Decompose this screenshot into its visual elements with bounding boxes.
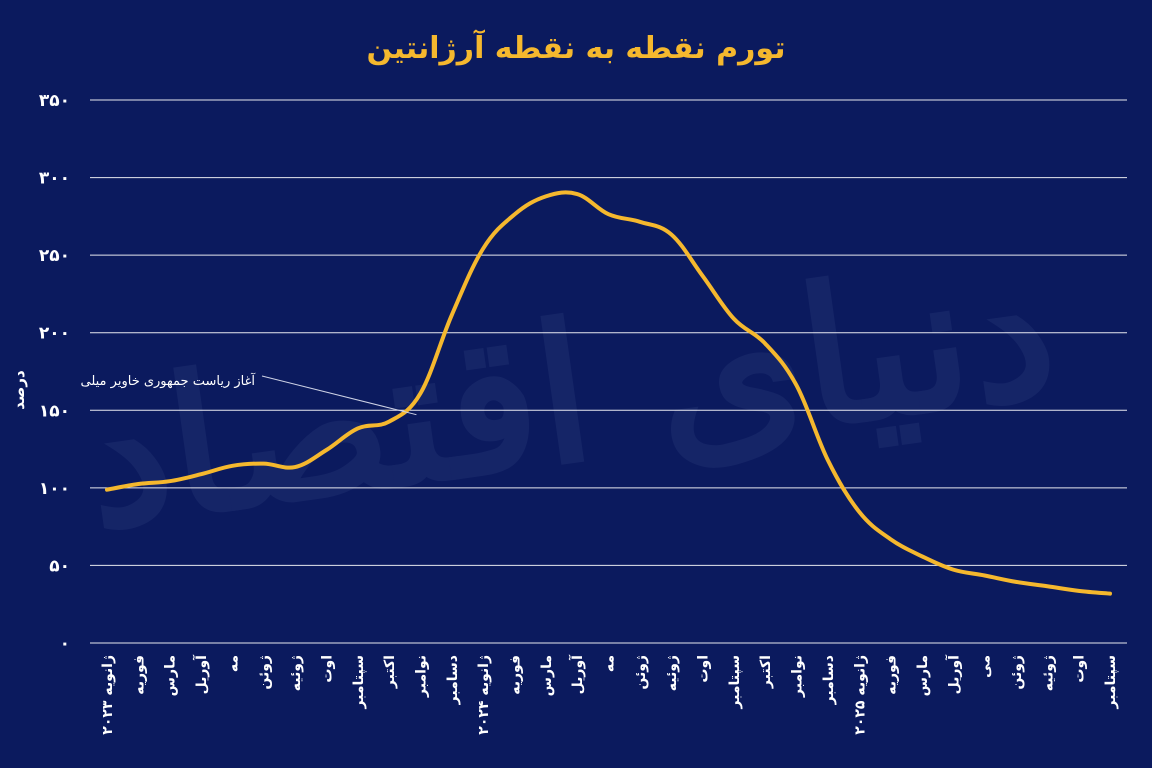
y-axis-ticks: ۰ ۵۰ ۱۰۰ ۱۵۰ ۲۰۰ ۲۵۰ ۳۰۰ ۳۵۰: [39, 91, 70, 654]
x-tick-label: ژانویه ۲۰۲۴: [476, 655, 492, 735]
x-tick-label: مه: [225, 655, 241, 672]
x-tick-label: مارس: [539, 655, 555, 696]
watermark-logo: دنیای اقتصاد: [70, 215, 1067, 572]
x-tick-label: دسامبر: [445, 655, 461, 705]
x-axis-ticks: ژانویه ۲۰۲۳ فوریه مارس آوریل مه ژوئن ژوئیه اوت س…: [100, 654, 1119, 735]
x-tick-label: ژوئن: [257, 655, 273, 690]
x-tick-label: ژانویه ۲۰۲۳: [100, 655, 116, 735]
x-tick-label: اوت: [1072, 655, 1088, 683]
x-tick-label: نوامبر: [790, 655, 806, 698]
x-tick-label: مه: [602, 655, 618, 672]
x-tick-label: ژوئیه: [1040, 655, 1056, 691]
y-tick-label: ۰: [60, 634, 70, 654]
x-tick-label: سپتامبر: [727, 655, 743, 710]
series-line: [105, 190, 1112, 596]
y-tick-label: ۳۵۰: [39, 91, 70, 111]
x-tick-label: فوریه: [507, 655, 523, 695]
y-tick-label: ۱۵۰: [39, 401, 70, 421]
chart-title: تورم نقطه به نقطه آرژانتین: [367, 29, 786, 66]
x-tick-label: ژوئیه: [664, 655, 680, 691]
x-tick-label: ژوئن: [633, 655, 649, 690]
x-tick-label: آوریل: [192, 654, 210, 695]
grid-lines: [90, 99, 1127, 644]
x-tick-label: اوت: [696, 655, 712, 683]
x-tick-label: سپتامبر: [1103, 655, 1119, 710]
x-tick-label: آوریل: [568, 654, 586, 695]
x-tick-label: سپتامبر: [351, 655, 367, 710]
x-tick-label: اوت: [319, 655, 335, 683]
x-tick-label: ژانویه ۲۰۲۵: [852, 655, 868, 735]
x-tick-label: فوریه: [131, 655, 147, 695]
y-tick-label: ۳۰۰: [39, 169, 70, 189]
x-tick-label: دسامبر: [821, 655, 837, 705]
y-tick-label: ۲۰۰: [39, 324, 70, 344]
x-tick-label: مارس: [915, 655, 931, 696]
y-tick-label: ۲۵۰: [39, 246, 70, 266]
y-tick-label: ۵۰: [49, 556, 70, 576]
x-tick-label: اکتبر: [382, 655, 398, 689]
x-tick-label: آوریل: [944, 654, 962, 695]
x-tick-label: ژوئیه: [288, 655, 304, 691]
x-tick-label: اکتبر: [758, 655, 774, 689]
x-tick-label: مارس: [163, 655, 179, 696]
y-tick-label: ۱۰۰: [39, 479, 70, 499]
annotation-label: آغاز ریاست جمهوری خاویر میلی: [81, 372, 257, 389]
y-axis-label: درصد: [10, 370, 28, 410]
x-tick-label: فوریه: [884, 655, 900, 695]
x-tick-label: می: [978, 655, 994, 678]
x-tick-label: نوامبر: [413, 655, 429, 698]
annotation-leader-line: [261, 375, 417, 416]
x-tick-label: ژوئن: [1009, 655, 1025, 690]
